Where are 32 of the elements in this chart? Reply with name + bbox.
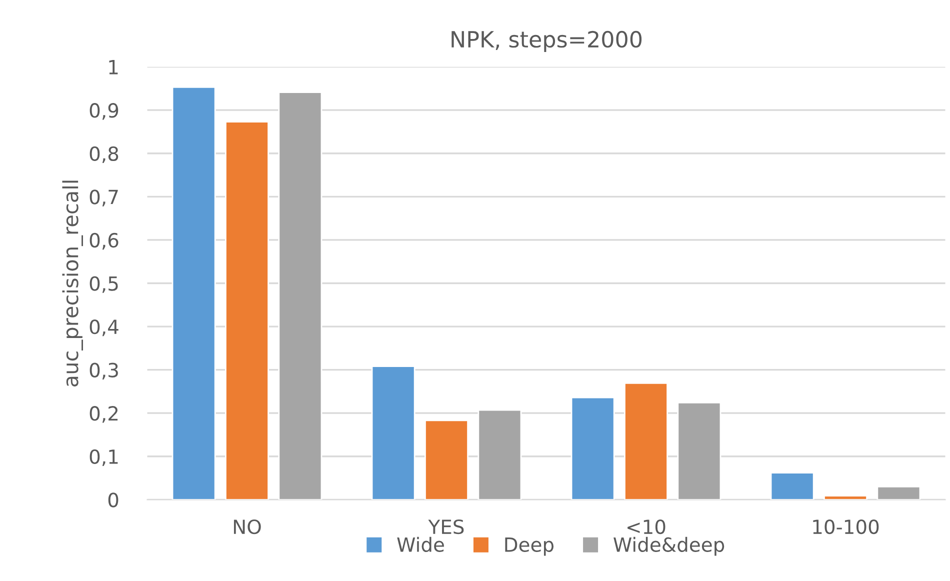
- bar: [424, 420, 468, 500]
- bar: [677, 402, 722, 500]
- y-tick-label: 0,7: [90, 190, 118, 206]
- y-tick-label: 0,5: [90, 276, 118, 293]
- y-tick-label: 0: [108, 492, 118, 508]
- bar: [278, 92, 322, 500]
- bar: [876, 486, 921, 500]
- bar: [770, 472, 814, 500]
- bar: [225, 121, 269, 500]
- bar: [478, 409, 522, 500]
- x-tick-label: YES: [428, 519, 464, 534]
- y-axis-title: auc_precision_recall: [62, 180, 83, 386]
- y-tick-label: 0,2: [90, 406, 118, 423]
- bar: [570, 396, 615, 500]
- y-tick-label: 0,8: [90, 146, 118, 164]
- legend-label: Wide&deep: [614, 536, 724, 556]
- bar: [371, 366, 416, 500]
- y-tick-label: 0,3: [90, 362, 118, 380]
- y-tick-label: 0,9: [90, 103, 118, 120]
- bar: [624, 382, 668, 500]
- bar: [172, 86, 216, 500]
- legend-label: Wide: [397, 536, 444, 552]
- x-tick-label: <10: [628, 519, 666, 534]
- y-tick-label: 0,1: [90, 449, 118, 466]
- bar: [824, 495, 868, 500]
- y-tick-label: 0,6: [90, 232, 118, 250]
- x-tick-label: NO: [234, 519, 261, 534]
- chart-title: NPK, steps=2000: [452, 30, 642, 52]
- x-tick-label: 10-100: [813, 519, 879, 534]
- y-tick-label: 0,4: [90, 319, 118, 336]
- y-tick-label: 1: [109, 60, 118, 74]
- legend-label: Deep: [505, 538, 554, 556]
